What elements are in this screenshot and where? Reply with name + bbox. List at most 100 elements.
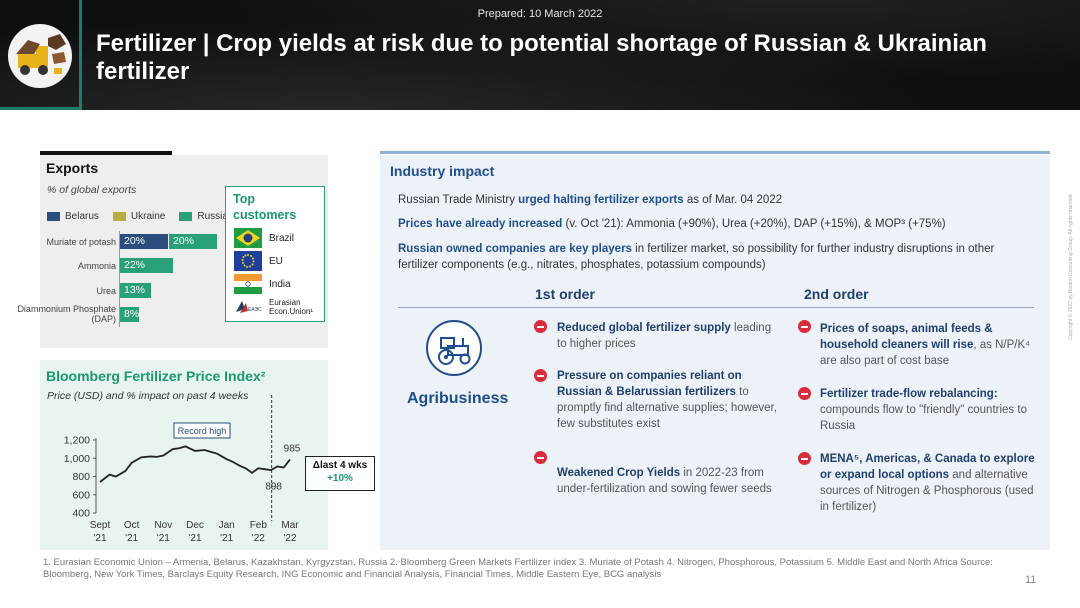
copyright-notice: Copyright © 2022 by Boston Consulting Gr… (1068, 193, 1074, 340)
first-order-item: Reduced global fertilizer supply leading… (557, 320, 777, 352)
bloomberg-subtitle: Price (USD) and % impact on past 4 weeks (47, 390, 249, 402)
exports-legend: Belarus Ukraine Russia (47, 211, 228, 222)
first-order-item: Weakened Crop Yields in 2022-23 from und… (557, 465, 777, 497)
industry-point-2: Prices have already increased (v. Oct '2… (398, 216, 1018, 232)
second-order-item: MENA⁵, Americas, & Canada to explore or … (820, 451, 1040, 515)
industry-impact-panel: Industry impact Russian Trade Ministry u… (380, 151, 1050, 550)
item-bold: Reduced global fertilizer supply (557, 322, 731, 334)
record-high-box (173, 422, 231, 439)
export-bar-russia: 20% (169, 234, 217, 249)
y-tick-label: 1,000 (64, 453, 90, 465)
negative-impact-icon (534, 451, 547, 464)
customer-india: India (234, 274, 291, 294)
x-tick-label: Jan (219, 520, 235, 531)
customer-name: EU (269, 255, 283, 267)
item-bold: Prices of soaps, animal feeds & househol… (820, 323, 993, 351)
second-order-item: Fertilizer trade-flow rebalancing: compo… (820, 386, 1040, 434)
item-text: to promptly find alternative supplies; h… (557, 386, 777, 430)
industry-point-3: Russian owned companies are key players … (398, 241, 998, 273)
legend-item-ukraine: Ukraine (112, 211, 165, 222)
delta-label: Δlast 4 wks (312, 460, 368, 471)
item-text: in 2022-23 from under-fertilization and … (557, 467, 772, 495)
point-bold: Prices have already increased (398, 218, 563, 230)
point-text: in fertilizer market, so possibility for… (398, 243, 995, 271)
export-bar-russia: 22% (120, 258, 173, 273)
y-tick-label: 600 (72, 489, 90, 501)
x-tick-label-year: '21 (220, 533, 233, 544)
x-tick-label: Nov (154, 520, 172, 531)
customer-eu: EU (234, 251, 283, 271)
delta-4wk-box: Δlast 4 wks +10% (305, 456, 375, 491)
point-bold: Russian owned companies are key players (398, 243, 632, 255)
exports-accent-bar (40, 151, 172, 155)
end-value-label: 985 (284, 444, 301, 455)
export-row-label: Ammonia (77, 261, 116, 271)
x-tick-label-year: '22 (283, 533, 296, 544)
tractor-icon (426, 320, 482, 376)
negative-impact-icon (534, 369, 547, 382)
export-bar-belarus: 20% (120, 234, 168, 249)
first-order-label: 1st order (535, 286, 595, 302)
order-divider (398, 307, 1034, 308)
item-bold: Pressure on companies reliant on Russian… (557, 370, 742, 398)
negative-impact-icon (798, 452, 811, 465)
legend-label: Belarus (65, 211, 99, 222)
bloomberg-title: Bloomberg Fertilizer Price Index² (46, 368, 266, 384)
bloomberg-line-chart: 400 600 800 1,000 1,200 Sept '21 Oct '21 Nov '21 De… (64, 395, 301, 544)
record-high-label: Record high (178, 426, 227, 436)
customer-name: India (269, 278, 291, 290)
second-order-item: Prices of soaps, animal feeds & househol… (820, 321, 1040, 369)
customer-name: Eurasian Econ.Union¹ (269, 298, 314, 316)
industry-title: Industry impact (390, 163, 495, 179)
export-bar-russia: 13% (120, 283, 151, 298)
point-text: (v. Oct '21): Ammonia (+90%), Urea (+20%… (562, 218, 946, 230)
second-order-heading: 2nd order (804, 286, 869, 302)
legend-swatch (179, 212, 193, 221)
negative-impact-icon (798, 387, 811, 400)
item-text: and alternative sources of Nitrogen & Ph… (820, 469, 1034, 513)
x-tick-label: Dec (186, 520, 204, 531)
svg-text:ЕАЭС: ЕАЭС (248, 307, 262, 313)
eu-flag-icon (234, 251, 262, 271)
exports-axis (119, 231, 120, 327)
export-bar-russia: 8% (120, 307, 139, 322)
page-title: Fertilizer | Crop yields at risk due to … (96, 30, 987, 85)
export-row-label: Muriate of potash (46, 237, 116, 247)
india-flag-icon (234, 274, 262, 294)
item-bold: Fertilizer trade-flow rebalancing: (820, 388, 998, 400)
legend-item-russia: Russia (179, 211, 228, 222)
industry-accent-bar (380, 151, 1050, 154)
x-tick-label-year: '21 (125, 533, 138, 544)
item-bold: Weakened Crop Yields (557, 467, 681, 479)
footnote: 1. Eurasian Economic Union – Armenia, Be… (43, 557, 993, 580)
exports-panel: Exports % of global exports Belarus Ukra… (17, 151, 328, 348)
legend-label: Russia (197, 211, 228, 222)
eaeu-logo-icon: ЕАЭС (234, 297, 262, 317)
x-tick-label: Oct (124, 520, 140, 531)
export-row-urea: Urea 13% (40, 283, 230, 299)
negative-impact-icon (534, 320, 547, 333)
price-series-line (99, 445, 291, 483)
header-texture (0, 0, 1080, 110)
export-row-dap: Diammonium Phosphate (DAP) 8% (17, 304, 230, 324)
export-row-potash: Muriate of potash 20% 20% (40, 234, 230, 250)
x-tick-label: Mar (281, 520, 299, 531)
x-tick-label: Sept (90, 520, 111, 531)
legend-swatch (47, 212, 60, 221)
legend-swatch (112, 212, 126, 221)
bloomberg-panel: Bloomberg Fertilizer Price Index² Price … (40, 360, 328, 550)
export-row-ammonia: Ammonia 22% (40, 258, 230, 274)
page-number: 11 (1025, 574, 1037, 586)
exports-title: Exports (46, 160, 99, 176)
prepared-date: Prepared: 10 March 2022 (477, 8, 603, 20)
section-logo-box (0, 0, 82, 110)
export-row-label: Diammonium Phosphate (DAP) (17, 304, 116, 324)
brazil-flag-icon (234, 228, 262, 248)
item-text: compounds flow to "friendly" countries t… (820, 404, 1027, 432)
point-text: as of Mar. 04 2022 (683, 194, 783, 206)
first-order-heading: 1st order (535, 286, 595, 302)
exports-subtitle: % of global exports (47, 184, 137, 196)
x-tick-label-year: '22 (252, 533, 265, 544)
customer-name: Brazil (269, 232, 295, 244)
header-banner: Prepared: 10 March 2022 Fertilizer | Cro… (0, 0, 1080, 110)
